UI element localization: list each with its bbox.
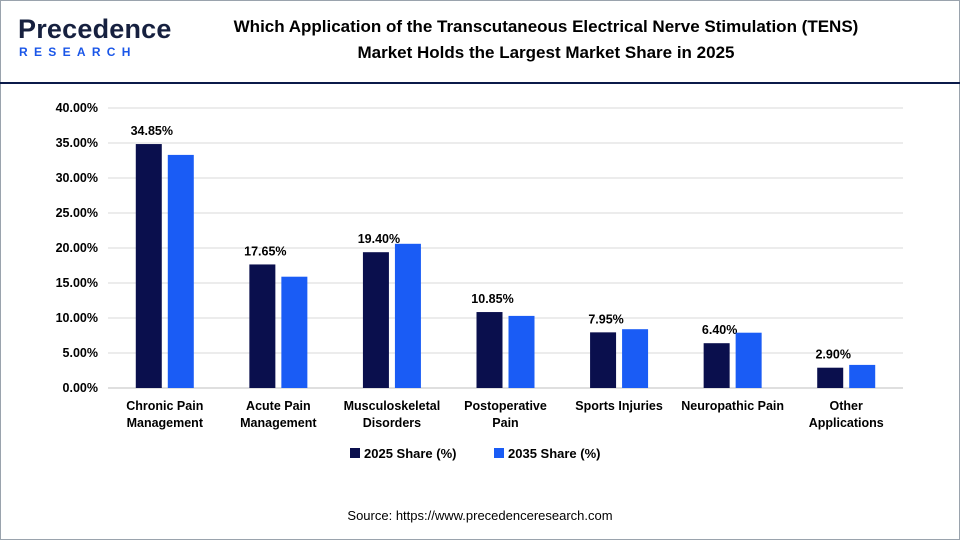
bar-2035 bbox=[281, 276, 308, 388]
x-tick-label: Applications bbox=[809, 416, 884, 430]
bar-2025 bbox=[362, 252, 389, 388]
x-tick-label: Neuropathic Pain bbox=[681, 399, 784, 413]
data-label: 7.95% bbox=[588, 312, 623, 326]
bar-2035 bbox=[394, 243, 421, 388]
bar-2035 bbox=[735, 332, 762, 388]
bar-2025 bbox=[476, 312, 503, 388]
y-tick-label: 15.00% bbox=[56, 276, 98, 290]
y-tick-label: 10.00% bbox=[56, 311, 98, 325]
source-note: Source: https://www.precedenceresearch.c… bbox=[347, 508, 613, 523]
x-tick-label: Pain bbox=[492, 416, 518, 430]
bar-2035 bbox=[849, 364, 876, 388]
brand-logo: Precedence RESEARCH bbox=[18, 14, 178, 64]
header: Precedence RESEARCH Which Application of… bbox=[0, 0, 960, 82]
x-tick-label: Disorders bbox=[363, 416, 421, 430]
chart-title-line-1: Which Application of the Transcutaneous … bbox=[233, 17, 859, 36]
x-tick-label: Sports Injuries bbox=[575, 399, 663, 413]
data-label: 10.85% bbox=[471, 292, 513, 306]
chart-title-line-2: Market Holds the Largest Market Share in… bbox=[357, 43, 735, 62]
bar-2025 bbox=[135, 144, 162, 388]
logo-wordmark: Precedence bbox=[18, 14, 172, 44]
bar-2025 bbox=[817, 367, 844, 388]
bar-2025 bbox=[703, 343, 730, 388]
y-tick-label: 40.00% bbox=[56, 101, 98, 115]
y-tick-label: 25.00% bbox=[56, 206, 98, 220]
data-label: 2.90% bbox=[815, 348, 850, 362]
y-tick-label: 30.00% bbox=[56, 171, 98, 185]
y-tick-label: 5.00% bbox=[63, 346, 98, 360]
header-divider bbox=[0, 82, 960, 84]
x-tick-label: Acute Pain bbox=[246, 399, 311, 413]
data-label: 34.85% bbox=[131, 124, 173, 138]
legend-swatch-2025 bbox=[350, 448, 360, 458]
bar-2035 bbox=[622, 329, 649, 388]
data-label: 6.40% bbox=[702, 323, 737, 337]
bar-2025 bbox=[590, 332, 617, 388]
x-tick-label: Postoperative bbox=[464, 399, 547, 413]
x-tick-label: Management bbox=[240, 416, 317, 430]
legend-label-2025: 2025 Share (%) bbox=[364, 446, 457, 461]
bar-2035 bbox=[167, 154, 194, 388]
logo-subtext: RESEARCH bbox=[19, 45, 137, 59]
x-tick-label: Chronic Pain bbox=[126, 399, 203, 413]
y-tick-label: 0.00% bbox=[63, 381, 98, 395]
bar-chart: 0.00% 5.00% 10.00% 15.00% 20.00% 25.00% 30.00%… bbox=[56, 101, 903, 461]
data-label: 19.40% bbox=[358, 232, 400, 246]
bar-2025 bbox=[249, 264, 276, 388]
y-tick-label: 35.00% bbox=[56, 136, 98, 150]
x-tick-label: Other bbox=[830, 399, 863, 413]
chart-title: Which Application of the Transcutaneous … bbox=[196, 14, 896, 66]
legend-label-2035: 2035 Share (%) bbox=[508, 446, 601, 461]
legend-swatch-2035 bbox=[494, 448, 504, 458]
x-tick-label: Management bbox=[127, 416, 204, 430]
bar-2035 bbox=[508, 315, 535, 388]
data-label: 17.65% bbox=[244, 244, 286, 258]
y-tick-label: 20.00% bbox=[56, 241, 98, 255]
x-tick-label: Musculoskeletal bbox=[344, 399, 441, 413]
